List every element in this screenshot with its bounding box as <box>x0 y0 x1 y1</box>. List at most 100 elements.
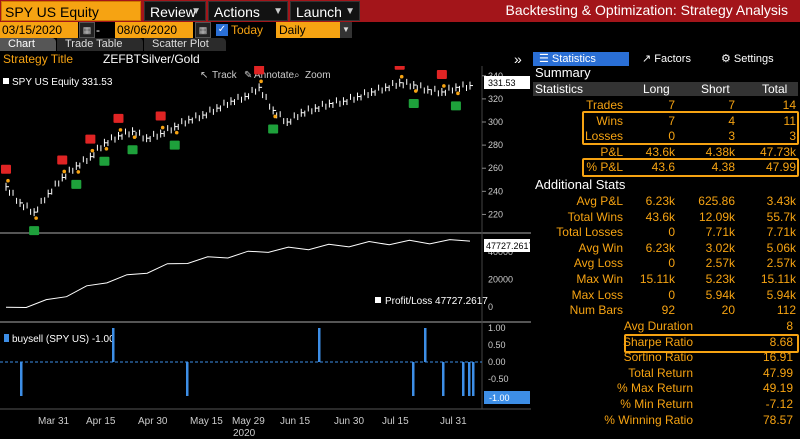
x-axis-label: Apr 15 <box>86 416 116 427</box>
tab-trade-table[interactable]: Trade Table <box>57 38 143 51</box>
stat-total: 3.43k <box>766 194 796 208</box>
pointer-icon[interactable]: ↖ <box>200 70 208 81</box>
stat-label: Avg Win <box>578 240 623 255</box>
stat-short: 2.57k <box>705 256 735 271</box>
stat-row: Total Return 47.99 <box>533 366 798 380</box>
buy-marker[interactable] <box>99 156 110 166</box>
tab-settings[interactable]: ⚙ Settings <box>715 52 799 66</box>
stat-short: 3 <box>728 129 735 144</box>
header-long: Long <box>643 82 670 96</box>
tab-factors[interactable]: ↗ Factors <box>636 52 706 66</box>
tab-scatter-plot[interactable]: Scatter Plot <box>144 38 226 51</box>
x-axis-label: Jul 15 <box>382 416 409 427</box>
bs-tick-label: -0.50 <box>488 374 509 384</box>
buy-marker[interactable] <box>408 99 419 109</box>
bs-bar <box>424 328 427 362</box>
stat-label: Avg Loss <box>573 256 623 271</box>
stat-total: 78.57 <box>762 412 793 427</box>
trade-dot <box>62 169 67 174</box>
trade-dot <box>413 89 418 93</box>
frequency-select[interactable]: Daily ▼ <box>276 22 352 38</box>
stat-long: 43.6k <box>645 144 675 159</box>
x-axis-label: Apr 30 <box>138 416 168 427</box>
stat-label: Max Win <box>576 272 623 286</box>
buy-marker[interactable] <box>71 179 82 189</box>
sell-marker[interactable] <box>85 134 96 144</box>
pnl-percent-highlight <box>582 158 799 177</box>
stat-label: Total Return <box>628 365 693 380</box>
tab-statistics[interactable]: ☰ Statistics <box>533 52 629 66</box>
today-label: Today <box>231 23 264 37</box>
header-total: Total <box>762 82 788 96</box>
stat-label: Max Loss <box>571 287 623 302</box>
trade-dot <box>160 125 165 130</box>
stat-row: Trades 7 7 14 <box>533 98 798 112</box>
trade-dot <box>174 130 179 135</box>
today-checkbox[interactable]: ✓ <box>216 24 228 36</box>
sell-marker[interactable] <box>155 111 166 121</box>
launch-menu[interactable]: Launch ▼ <box>290 1 360 21</box>
stat-total: 11 <box>783 113 796 128</box>
zoom-tool[interactable]: Zoom <box>305 70 331 81</box>
end-date-input[interactable]: 08/06/2020 <box>115 22 193 38</box>
trade-dot <box>399 74 404 79</box>
trade-dot <box>76 170 81 174</box>
stat-row: Avg Win 6.23k 3.02k 5.06k <box>533 241 798 255</box>
calendar-icon[interactable]: ▦ <box>79 22 95 38</box>
collapse-panel-icon[interactable]: » <box>514 51 522 67</box>
stat-label: Avg Duration <box>623 319 693 333</box>
trade-dot <box>118 128 123 132</box>
trade-dot <box>6 178 10 183</box>
backtest-chart[interactable]: SPY US Equity 331.53 ↖ Track ✎ Annotate … <box>0 66 531 439</box>
buy-marker[interactable] <box>169 140 180 150</box>
stat-short: 5.94k <box>705 287 735 302</box>
calendar-icon[interactable]: ▦ <box>195 22 211 38</box>
stat-total: 5.94k <box>766 287 796 302</box>
review-menu[interactable]: Review ▼ <box>144 1 206 21</box>
bs-tag: -1.00 <box>489 393 510 403</box>
start-date-input[interactable]: 03/15/2020 <box>0 22 78 38</box>
strategy-title-value: ZEFBTSilver/Gold <box>103 52 200 66</box>
sell-marker[interactable] <box>113 113 124 123</box>
stat-total: 2.57k <box>766 256 796 271</box>
sell-marker[interactable] <box>254 66 265 75</box>
buy-marker[interactable] <box>127 145 138 155</box>
sell-marker[interactable] <box>1 164 11 174</box>
stat-row: % P&L 43.6 4.38 47.99 <box>533 160 798 174</box>
sliders-icon: ☰ <box>539 53 552 65</box>
stat-row: P&L 43.6k 4.38k 47.73k <box>533 145 798 159</box>
ticker-field[interactable]: SPY US Equity <box>1 1 141 21</box>
stat-total: 47.73k <box>759 144 796 159</box>
x-axis-label: Jul 31 <box>440 416 467 427</box>
stat-label: Losses <box>584 129 623 144</box>
sell-marker[interactable] <box>436 69 447 79</box>
actions-menu[interactable]: Actions ▼ <box>208 1 288 21</box>
pl-tag: 47727.2617 <box>486 241 531 251</box>
stat-label: P&L <box>600 144 623 159</box>
zoom-icon[interactable]: ⌕ <box>294 70 300 81</box>
stat-row: Total Losses 0 7.71k 7.71k <box>533 225 798 239</box>
track-tool[interactable]: Track <box>212 70 238 81</box>
stat-long: 0 <box>668 256 675 271</box>
bs-bar <box>412 362 415 396</box>
buy-marker[interactable] <box>450 101 461 111</box>
stat-label: Wins <box>596 113 623 128</box>
pl-tick-label: 0 <box>488 302 493 312</box>
pencil-icon[interactable]: ✎ <box>244 70 252 81</box>
bs-tick-label: 0.00 <box>488 357 506 367</box>
sell-marker[interactable] <box>394 66 405 70</box>
stat-long: 0 <box>668 129 675 144</box>
price-legend: SPY US Equity 331.53 <box>12 77 113 88</box>
trade-dot <box>456 91 460 96</box>
sell-marker[interactable] <box>57 155 68 165</box>
stat-row: Sortino Ratio 16.91 <box>533 350 798 364</box>
stat-label: Sharpe Ratio <box>622 334 693 349</box>
buy-marker[interactable] <box>29 226 40 236</box>
stat-total: 47.99 <box>765 160 796 175</box>
chevron-down-icon: ▼ <box>273 6 283 17</box>
annotate-tool[interactable]: Annotate <box>254 70 294 81</box>
tab-chart[interactable]: Chart <box>0 38 56 51</box>
buy-marker[interactable] <box>268 124 279 134</box>
stat-label: % Max Return <box>616 381 693 396</box>
stat-short: 20 <box>721 303 735 318</box>
